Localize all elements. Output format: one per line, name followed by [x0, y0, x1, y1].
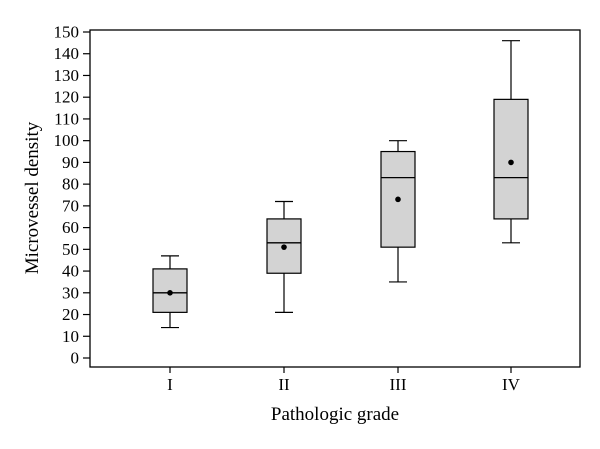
- box-II: [266, 200, 302, 313]
- y-tick-label: 130: [54, 66, 80, 85]
- y-axis: 0 10 20 30 40 50 60 70 80 90 100 110 120 130 140 150: [54, 23, 90, 368]
- y-tick-label: 140: [54, 44, 80, 63]
- x-tick-label: III: [390, 375, 407, 394]
- y-tick-label: 90: [62, 153, 79, 172]
- x-tick-label: II: [278, 375, 290, 394]
- mean-point: [395, 196, 401, 203]
- y-tick-label: 120: [54, 88, 80, 107]
- y-tick-label: 60: [62, 218, 79, 237]
- box-III: [380, 140, 416, 283]
- y-tick-label: 110: [54, 109, 79, 128]
- y-tick-label: 70: [62, 196, 79, 215]
- y-tick-label: 100: [54, 131, 80, 150]
- box-IV: [493, 40, 529, 244]
- y-tick-label: 50: [62, 240, 79, 259]
- mean-point: [281, 244, 287, 250]
- y-tick-label: 20: [62, 305, 79, 324]
- x-tick-label: IV: [502, 375, 521, 394]
- y-tick-label: 0: [71, 349, 80, 368]
- x-axis-title: Pathologic grade: [271, 404, 399, 425]
- y-tick-label: 40: [62, 262, 79, 281]
- y-tick-label: 150: [54, 23, 80, 42]
- y-tick-label: 80: [62, 175, 79, 194]
- mean-point: [508, 159, 514, 166]
- mean-point: [167, 290, 173, 296]
- y-tick-label: 30: [62, 283, 79, 302]
- boxes: [152, 40, 529, 329]
- plot-frame: [89, 29, 581, 368]
- iqr-box: [493, 98, 529, 220]
- x-axis: I II III IV: [167, 367, 521, 394]
- y-tick-label: 10: [62, 327, 79, 346]
- x-tick-label: I: [167, 375, 173, 394]
- box-I: [152, 255, 188, 329]
- y-axis-title: Microvessel density: [22, 121, 43, 274]
